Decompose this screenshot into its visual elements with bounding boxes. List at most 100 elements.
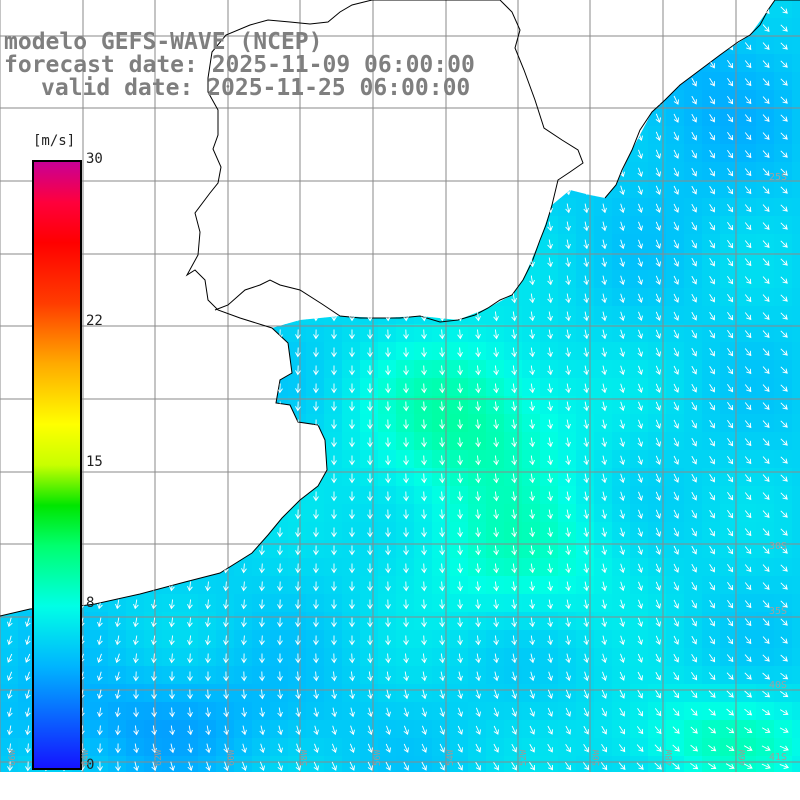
wind-cell xyxy=(630,288,649,307)
wind-arrow xyxy=(457,635,463,646)
wind-cell xyxy=(0,342,19,361)
wind-arrow xyxy=(511,329,517,340)
wind-arrow xyxy=(313,167,319,178)
wind-cell xyxy=(234,702,253,721)
wind-arrow xyxy=(583,239,589,250)
wind-cell xyxy=(378,288,397,307)
wind-arrow xyxy=(421,329,427,340)
wind-arrow xyxy=(601,545,607,556)
wind-cell xyxy=(198,162,217,181)
wind-cell xyxy=(180,360,199,379)
wind-arrow xyxy=(744,546,752,555)
wind-arrow xyxy=(601,635,607,646)
wind-arrow xyxy=(744,6,752,15)
wind-arrow xyxy=(25,5,31,16)
wind-cell xyxy=(252,720,271,739)
wind-cell xyxy=(414,324,433,343)
wind-cell xyxy=(630,522,649,541)
wind-arrow xyxy=(403,113,409,124)
wind-arrow xyxy=(529,203,535,214)
wind-cell xyxy=(288,468,307,487)
wind-cell xyxy=(594,72,613,91)
wind-arrow xyxy=(709,365,715,375)
wind-arrow xyxy=(169,329,175,340)
wind-arrow xyxy=(97,5,103,16)
wind-arrow xyxy=(619,599,625,610)
wind-cell xyxy=(522,648,541,667)
wind-cell xyxy=(108,576,127,595)
wind-arrow xyxy=(583,473,589,484)
colorbar-tick-label: 30 xyxy=(86,151,103,167)
wind-cell xyxy=(612,486,631,505)
wind-cell xyxy=(792,360,800,379)
wind-arrow xyxy=(583,293,589,304)
wind-arrow xyxy=(349,185,355,196)
wind-cell xyxy=(90,198,109,217)
wind-cell xyxy=(108,468,127,487)
wind-arrow xyxy=(403,41,409,52)
wind-arrow xyxy=(169,491,175,502)
wind-arrow xyxy=(439,437,445,448)
wind-arrow xyxy=(187,599,193,610)
wind-arrow xyxy=(385,113,391,124)
wind-cell xyxy=(18,0,37,19)
wind-arrow xyxy=(331,707,337,718)
wind-arrow xyxy=(637,347,643,357)
wind-cell xyxy=(144,0,163,19)
wind-cell xyxy=(576,54,595,73)
wind-arrow xyxy=(169,257,175,268)
wind-arrow xyxy=(187,419,193,430)
wind-arrow xyxy=(205,509,211,520)
wind-arrow xyxy=(529,563,535,574)
wind-cell xyxy=(792,36,800,55)
wind-cell xyxy=(288,486,307,505)
wind-cell xyxy=(342,18,361,37)
wind-cell xyxy=(360,306,379,325)
wind-arrow xyxy=(493,41,499,52)
wind-arrow xyxy=(439,203,445,214)
wind-cell xyxy=(0,450,19,469)
wind-arrow xyxy=(385,617,391,628)
wind-arrow xyxy=(493,95,499,106)
wind-arrow xyxy=(511,275,517,286)
wind-arrow xyxy=(7,113,13,124)
wind-cell xyxy=(270,720,289,739)
wind-cell xyxy=(450,234,469,253)
wind-cell xyxy=(612,72,631,91)
wind-arrow xyxy=(331,293,337,304)
wind-cell xyxy=(360,558,379,577)
wind-arrow xyxy=(547,491,553,502)
wind-arrow xyxy=(241,401,247,412)
wind-cell xyxy=(342,594,361,613)
wind-cell xyxy=(162,738,181,757)
wind-cell xyxy=(288,612,307,631)
wind-arrow xyxy=(133,581,139,592)
wind-cell xyxy=(450,414,469,433)
wind-arrow xyxy=(403,257,409,268)
wind-cell xyxy=(288,342,307,361)
wind-cell xyxy=(234,612,253,631)
wind-arrow xyxy=(762,6,770,15)
wind-arrow xyxy=(151,131,157,142)
wind-cell xyxy=(144,594,163,613)
wind-cell xyxy=(0,216,19,235)
wind-cell xyxy=(216,648,235,667)
wind-arrow xyxy=(241,419,247,430)
wind-arrow xyxy=(619,95,625,106)
wind-arrow xyxy=(637,275,643,285)
wind-cell xyxy=(180,630,199,649)
wind-arrow xyxy=(439,527,445,538)
wind-cell xyxy=(432,630,451,649)
wind-cell xyxy=(162,144,181,163)
wind-cell xyxy=(540,18,559,37)
wind-arrow xyxy=(349,41,355,52)
wind-arrow xyxy=(565,131,571,142)
wind-arrow xyxy=(331,617,337,628)
wind-arrow xyxy=(133,5,139,16)
wind-cell xyxy=(540,576,559,595)
wind-arrow xyxy=(439,401,445,412)
wind-cell xyxy=(540,54,559,73)
wind-cell xyxy=(522,432,541,451)
wind-arrow xyxy=(97,563,103,574)
wind-cell xyxy=(342,684,361,703)
